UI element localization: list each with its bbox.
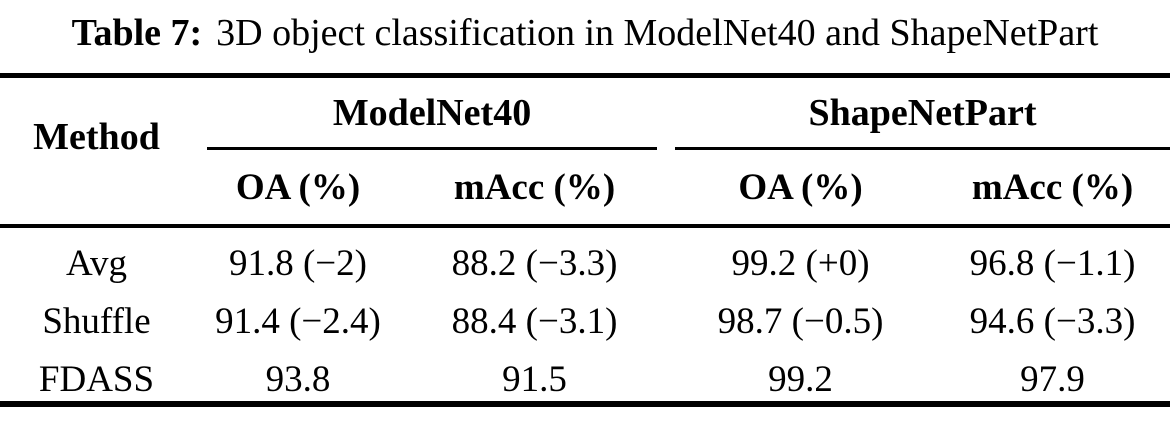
value-cell: 97.9 xyxy=(1020,359,1085,400)
caption-text: 3D object classification in ModelNet40 a… xyxy=(216,12,1099,54)
group-header-modelnet40: ModelNet40 xyxy=(207,78,658,150)
col-header-method: Method xyxy=(0,75,193,228)
col-header-shapenetpart-macc: mAcc (%) xyxy=(935,150,1170,228)
table-row-fdass: FDASS 93.8 91.5 99.2 97.9 xyxy=(0,344,1170,404)
value-cell: 91.4 (−2.4) xyxy=(215,301,381,342)
value-cell: 99.2 (+0) xyxy=(731,243,870,284)
method-cell: Avg xyxy=(66,243,127,284)
table-row-avg: Avg 91.8 (−2) 88.2 (−3.3) 99.2 (+0) 96.8… xyxy=(0,226,1170,285)
caption-label: Table 7: xyxy=(71,12,203,54)
value-cell: 88.2 (−3.3) xyxy=(451,243,618,284)
value-cell: 91.5 xyxy=(502,359,567,400)
results-table: Method ModelNet40 ShapeNetPart OA (%) mA… xyxy=(0,73,1170,407)
value-cell: 98.7 (−0.5) xyxy=(717,301,884,342)
method-cell: FDASS xyxy=(38,359,155,400)
group-header-row: Method ModelNet40 ShapeNetPart xyxy=(0,75,1170,228)
method-cell: Shuffle xyxy=(42,301,151,342)
value-cell: 99.2 xyxy=(768,359,833,400)
subheader-row: OA (%) mAcc (%) OA (%) mAcc (%) xyxy=(0,150,1170,228)
value-cell: 94.6 (−3.3) xyxy=(969,301,1136,342)
value-cell: 88.4 (−3.1) xyxy=(451,301,618,342)
group-header-modelnet40-cell: ModelNet40 xyxy=(193,76,666,150)
col-header-modelnet40-macc: mAcc (%) xyxy=(403,150,667,228)
value-cell: 91.8 (−2) xyxy=(228,243,367,284)
value-cell: 93.8 xyxy=(265,359,331,400)
group-header-shapenetpart-cell: ShapeNetPart xyxy=(666,76,1170,150)
col-header-modelnet40-oa: OA (%) xyxy=(193,150,403,228)
group-header-shapenetpart: ShapeNetPart xyxy=(675,78,1170,150)
table-caption: Table 7: 3D object classification in Mod… xyxy=(0,0,1170,66)
table-row-shuffle: Shuffle 91.4 (−2.4) 88.4 (−3.1) 98.7 (−0… xyxy=(0,285,1170,344)
col-header-shapenetpart-oa: OA (%) xyxy=(666,150,936,228)
value-cell: 96.8 (−1.1) xyxy=(969,243,1136,284)
